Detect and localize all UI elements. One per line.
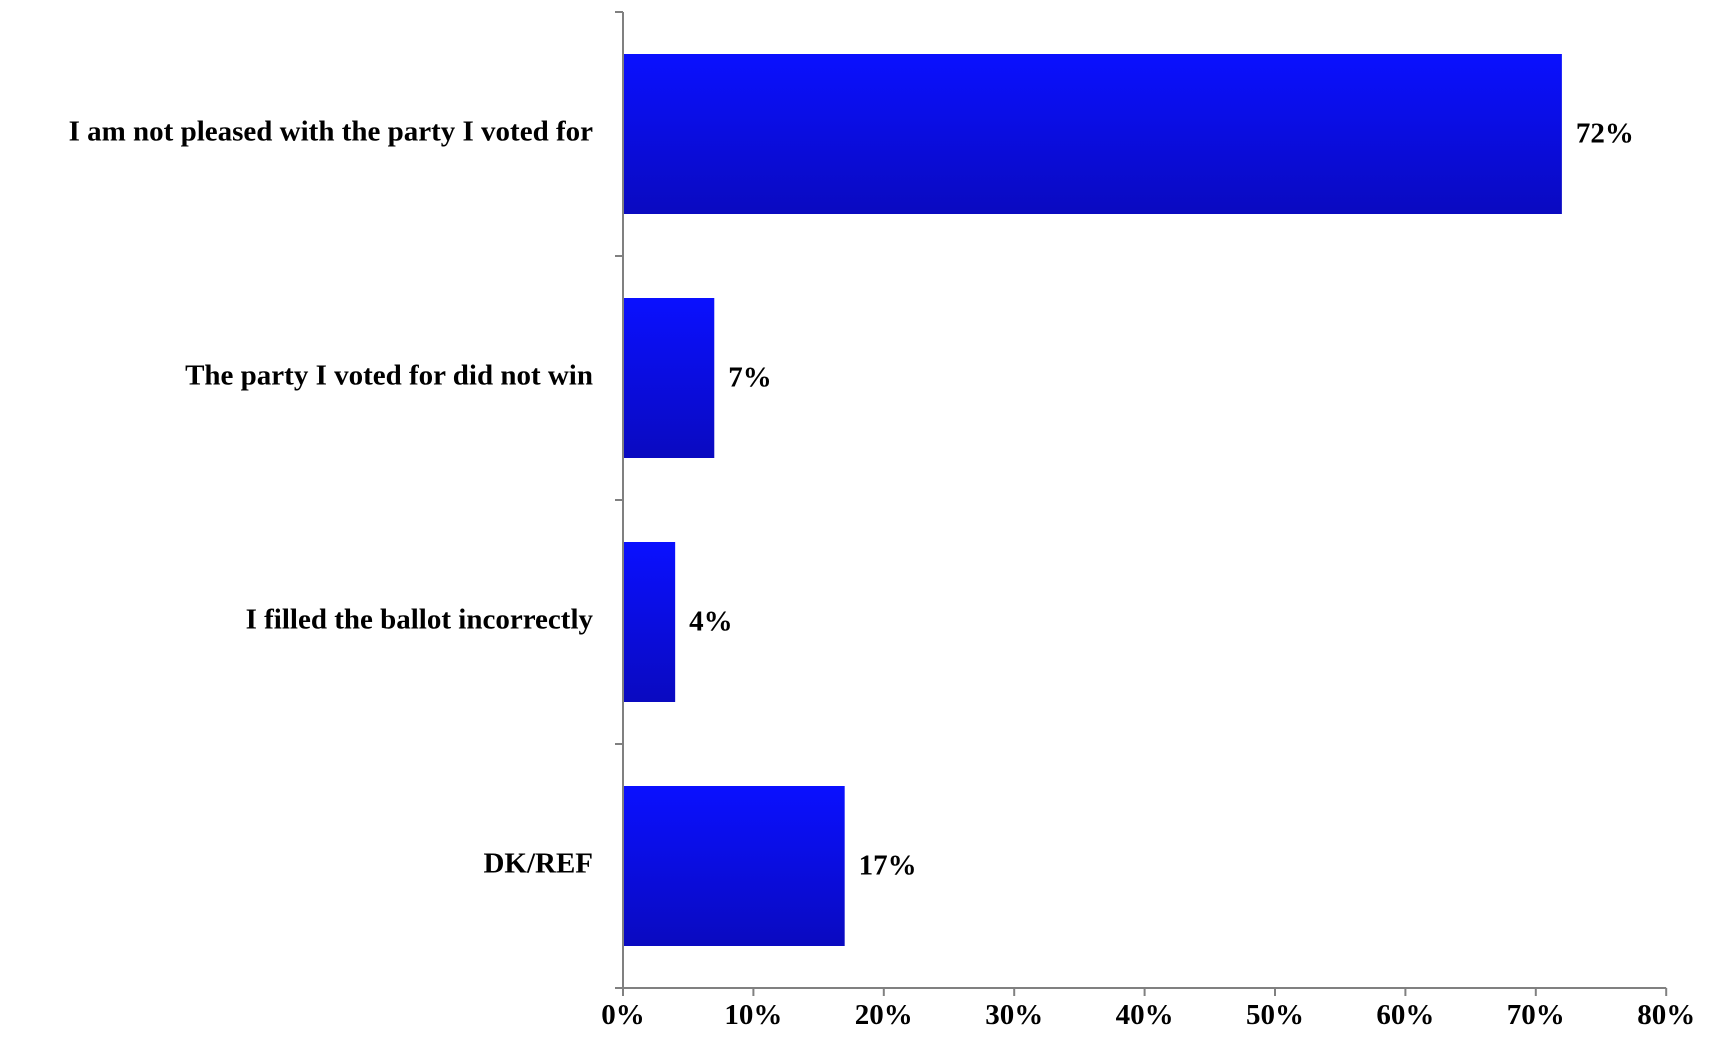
bar (623, 786, 845, 946)
x-tick-label: 40% (1116, 999, 1174, 1031)
labels-layer: I am not pleased with the party I voted … (69, 116, 1696, 1031)
x-tick-label: 20% (855, 999, 913, 1031)
category-label: I filled the ballot incorrectly (246, 604, 594, 636)
x-tick-label: 70% (1507, 999, 1565, 1031)
category-label: DK/REF (483, 848, 593, 880)
x-tick-label: 30% (985, 999, 1043, 1031)
category-label: I am not pleased with the party I voted … (69, 116, 594, 148)
data-label: 7% (728, 362, 772, 394)
data-label: 17% (859, 850, 917, 882)
x-tick-label: 50% (1246, 999, 1304, 1031)
bar (623, 54, 1562, 214)
bar (623, 542, 676, 702)
x-tick-label: 80% (1637, 999, 1695, 1031)
x-tick-label: 10% (724, 999, 782, 1031)
bars-layer (623, 54, 1562, 946)
bar (623, 298, 715, 458)
data-label: 4% (689, 606, 733, 638)
x-tick-label: 60% (1376, 999, 1434, 1031)
x-tick-label: 0% (601, 999, 645, 1031)
axis-layer (615, 11, 1668, 996)
data-label: 72% (1576, 118, 1634, 150)
category-label: The party I voted for did not win (185, 360, 593, 392)
